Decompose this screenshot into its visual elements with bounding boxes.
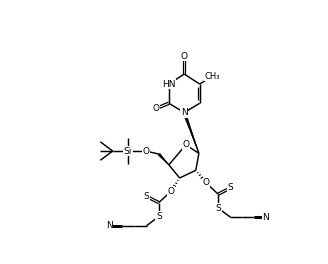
Text: O: O	[152, 104, 159, 113]
Text: O: O	[181, 52, 188, 61]
Text: HN: HN	[162, 79, 175, 88]
Text: N: N	[262, 213, 269, 222]
Text: N: N	[106, 221, 113, 230]
Text: O: O	[202, 178, 209, 187]
Text: S: S	[144, 192, 150, 201]
Polygon shape	[158, 153, 169, 165]
Text: O: O	[168, 187, 175, 196]
Text: CH₃: CH₃	[204, 72, 220, 81]
Text: S: S	[156, 212, 162, 221]
Polygon shape	[183, 112, 199, 153]
Text: S: S	[215, 204, 221, 213]
Text: S: S	[228, 183, 233, 192]
Text: N: N	[181, 108, 188, 117]
Text: O: O	[182, 140, 189, 149]
Text: O: O	[142, 147, 149, 155]
Text: Si: Si	[124, 147, 132, 155]
